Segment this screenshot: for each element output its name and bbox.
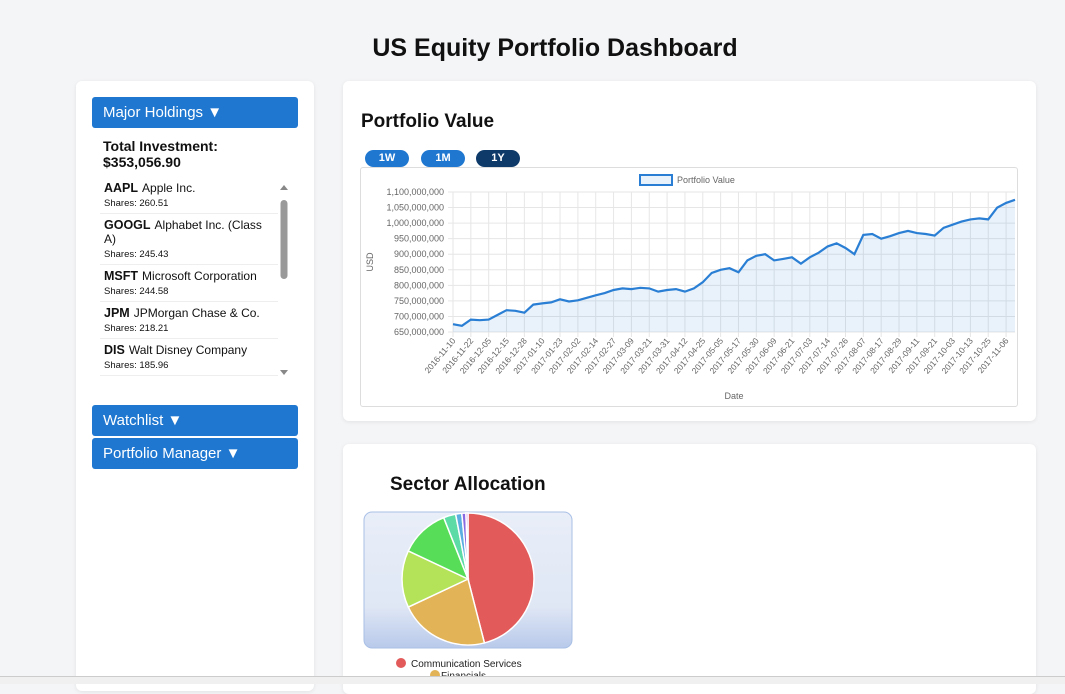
pie-slice (401, 549, 470, 609)
section-toggle[interactable]: Major Holdings ▼ (92, 97, 298, 128)
holdings-list: AAPL Apple Inc. Shares: 260.51 GOOGL Alphabe… (100, 177, 278, 383)
y-tick-label: 1,050,000,000 (386, 203, 444, 213)
shares-label: Shares: (104, 286, 137, 297)
holding-line: AAPL Apple Inc. (104, 181, 274, 195)
shares: Shares: 245.43 (104, 249, 274, 260)
total-value: $353,056.90 (103, 154, 181, 170)
y-tick-label: 700,000,000 (394, 311, 444, 321)
holding-item[interactable]: DIS Walt Disney Company Shares: 185.96 (100, 339, 278, 376)
line (452, 198, 1016, 327)
pie-slice (465, 512, 469, 580)
company-name: Alphabet Inc. (Class A) (104, 218, 262, 246)
line-area (453, 199, 1015, 332)
holding-item[interactable]: GOOGL Alphabet Inc. (Class A) Shares: 245.… (100, 214, 278, 265)
holding-item[interactable]: JPM JPMorgan Chase & Co. Shares: 218.21 (100, 302, 278, 339)
ticker: DIS (104, 343, 125, 357)
total-investment: Total Investment: $353,056.90 (103, 138, 293, 170)
y-tick-label: 1,000,000,000 (386, 218, 444, 228)
shares-value: 185.96 (139, 360, 169, 371)
card-heading: Portfolio Value (361, 111, 495, 132)
range-button[interactable]: 1M (421, 150, 465, 167)
y-tick-label: 850,000,000 (394, 265, 444, 275)
company-name: JPMorgan Chase & Co. (133, 306, 260, 320)
shares-value: 245.43 (139, 249, 169, 260)
y-tick-label: 1,100,000,000 (386, 187, 444, 197)
holding-item[interactable]: MSFT Microsoft Corporation Shares: 244.58 (100, 265, 278, 302)
legend-label: Portfolio Value (677, 175, 735, 185)
shares-label: Shares: (104, 323, 137, 334)
ticker: GOOGL (104, 218, 151, 232)
legend-swatch (396, 658, 406, 668)
holding-line: JPM JPMorgan Chase & Co. (104, 306, 274, 320)
pie-chart: Communication ServicesFinancials (363, 511, 573, 681)
range-button[interactable]: 1W (365, 150, 409, 167)
company-name: Apple Inc. (142, 181, 196, 195)
y-axis-label: USD (365, 252, 375, 272)
range-button[interactable]: 1Y (476, 150, 520, 167)
holding-item[interactable]: AAPL Apple Inc. Shares: 260.51 (100, 177, 278, 214)
ticker: JPM (104, 306, 130, 320)
page-title: US Equity Portfolio Dashboard (372, 34, 738, 62)
shares: Shares: 185.96 (104, 360, 274, 371)
pie-slice (467, 512, 535, 644)
shares-label: Shares: (104, 198, 137, 209)
h-scrollbar (0, 676, 1065, 684)
company-name: Walt Disney Company (128, 343, 248, 357)
card-heading: Sector Allocation (390, 474, 546, 495)
x-axis-label: Date (724, 391, 743, 401)
shares-value: 244.58 (139, 286, 169, 297)
holding-line: GOOGL Alphabet Inc. (Class A) (104, 218, 274, 246)
y-tick-label: 650,000,000 (394, 327, 444, 337)
y-tick-label: 750,000,000 (394, 296, 444, 306)
y-tick-label: 900,000,000 (394, 249, 444, 259)
shares-label: Shares: (104, 360, 137, 371)
shares-value: 218.21 (139, 323, 169, 334)
y-tick-label: 950,000,000 (394, 234, 444, 244)
legend-swatch (639, 174, 673, 186)
legend-label: Communication Services (411, 659, 522, 670)
sidebar: Major Holdings ▼ Total Investment: $353,0… (76, 81, 314, 691)
shares: Shares: 260.51 (104, 198, 274, 209)
holding-line: MSFT Microsoft Corporation (104, 269, 274, 283)
section-toggle[interactable]: Watchlist ▼ (92, 405, 298, 436)
chart-frame (360, 167, 1018, 407)
holding-line: DIS Walt Disney Company (104, 343, 274, 357)
line-chart: 650,000,000 700,000,000 750,000,000 800,000… (365, 174, 1016, 401)
scrollbar (280, 185, 288, 375)
pie-slice (407, 577, 486, 646)
shares: Shares: 244.58 (104, 286, 274, 297)
section-toggle[interactable]: Portfolio Manager ▼ (92, 438, 298, 469)
shares-value: 260.51 (139, 198, 169, 209)
shares-label: Shares: (104, 249, 137, 260)
ticker: MSFT (104, 269, 139, 283)
ticker: AAPL (104, 181, 139, 195)
company-name: Microsoft Corporation (142, 269, 257, 283)
y-tick-label: 800,000,000 (394, 280, 444, 290)
total-label: Total Investment: (103, 138, 218, 154)
shares: Shares: 218.21 (104, 323, 274, 334)
